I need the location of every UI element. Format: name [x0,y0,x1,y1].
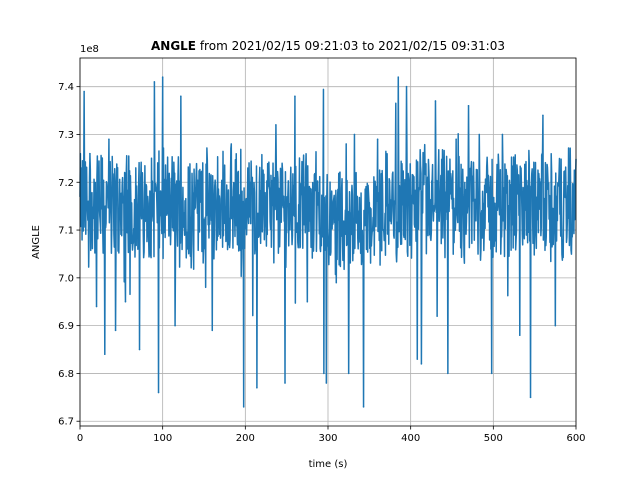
x-tick-label: 300 [318,433,337,444]
spike-point [335,281,338,284]
spike-point [447,372,449,375]
spike-point [490,372,493,375]
spike-point [104,353,106,356]
spike-point [108,138,110,140]
y-tick-label: 7.3 [58,130,74,141]
spike-point [256,387,258,389]
y-tick-label: 7.1 [58,226,74,237]
spike-point [95,305,98,308]
spike-point [420,363,423,365]
spike-point [161,76,164,78]
spike-point [306,300,309,303]
spike-point [83,90,85,93]
data-line [79,76,577,408]
spike-point [376,138,379,140]
title-rest-part: from 2021/02/15 09:21:03 to 2021/02/15 0… [196,39,505,53]
spike-point [323,372,325,375]
y-tick-label: 7.0 [58,273,74,284]
y-axis-label: ANGLE [31,225,42,259]
x-tick-label: 200 [236,433,255,444]
x-axis-label: time (s) [309,459,348,470]
chart-title: ANGLE from 2021/02/15 09:21:03 to 2021/0… [151,39,505,53]
y-offset-label: 1e8 [80,44,99,55]
spike-point [230,143,233,145]
spike-point [529,396,532,399]
spike-point [153,81,156,83]
spike-point [211,329,214,332]
spike-point [434,100,437,102]
y-tick-label: 6.9 [58,321,74,332]
title-bold-part: ANGLE [151,39,196,53]
x-axis: 0 100 200 300 400 500 600 [77,426,586,444]
spike-point [284,382,286,384]
x-tick-label: 400 [401,433,420,444]
spike-point [347,372,350,375]
spike-point [242,406,245,408]
spike-point [345,143,347,145]
spike-point [467,105,470,107]
y-tick-label: 7.2 [58,178,74,189]
spike-point [416,358,419,360]
spike-point [501,133,504,136]
spike-point [353,133,356,136]
spike-point [455,138,457,140]
grid-lines [79,58,577,426]
spike-point [114,329,117,332]
spike-point [294,95,296,97]
x-tick-label: 0 [77,433,83,444]
y-axis: 6.7 6.8 6.9 7.0 7.1 7.2 7.3 7.4 [58,82,80,428]
spike-point [275,124,277,126]
x-tick-label: 100 [153,433,172,444]
y-tick-label: 6.7 [58,417,74,428]
spike-point [157,391,160,394]
x-tick-label: 600 [566,433,585,444]
spike-point [478,133,481,136]
spike-point [554,324,557,327]
spike-point [542,114,544,117]
spike-point [174,324,176,327]
spike-point [397,76,400,78]
spike-point [405,85,408,88]
spike-point [138,348,141,351]
x-tick-label: 500 [484,433,503,444]
spike-point [180,95,182,97]
spike-point [519,334,521,336]
y-tick-label: 6.8 [58,369,74,380]
spike-point [436,315,438,317]
spike-point [325,382,328,384]
spike-point [362,406,365,408]
spike-point [89,152,91,155]
y-tick-label: 7.4 [58,82,74,93]
spike-point [124,300,127,303]
